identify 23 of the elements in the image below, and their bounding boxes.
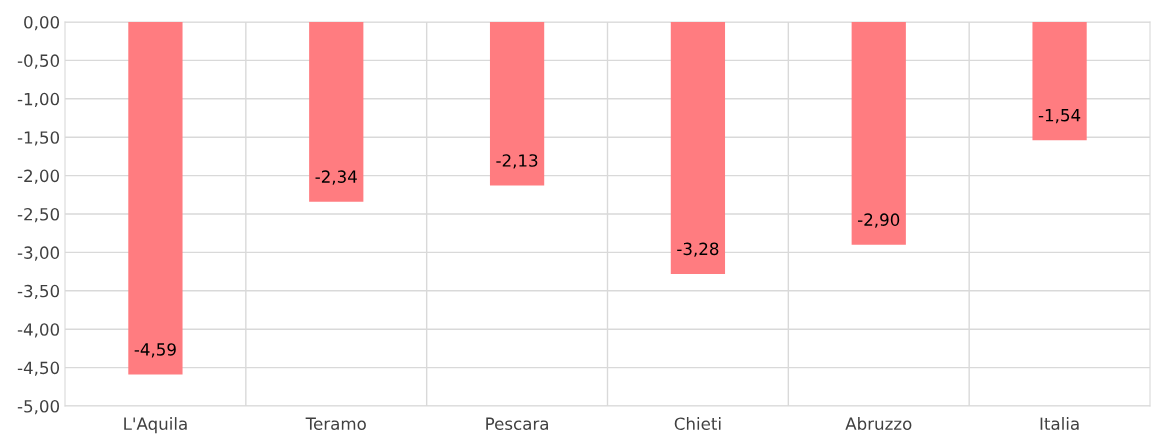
y-tick-label: -5,00 [17, 399, 60, 415]
x-tick-label: Chieti [674, 417, 721, 431]
x-tick-label: Abruzzo [845, 417, 912, 431]
y-tick-label: -1,50 [17, 131, 60, 146]
y-tick-label: -3,50 [17, 284, 60, 300]
x-tick-label: Italia [1040, 417, 1079, 431]
y-tick-label: 0,00 [24, 15, 60, 31]
x-tick-label: Teramo [305, 417, 366, 431]
x-tick-label: Pescara [486, 417, 548, 431]
y-tick-label: -3,00 [17, 246, 60, 261]
x-tick-label: L'Aquila [124, 417, 187, 434]
y-tick-label: -2,50 [17, 207, 60, 223]
data-label: -2,34 [315, 170, 357, 185]
y-tick-label: -4,50 [17, 361, 60, 376]
y-tick-label: -1,00 [17, 92, 60, 108]
y-tick-label: -0,50 [17, 54, 60, 69]
data-label: -2,90 [858, 213, 900, 228]
data-label: -1,54 [1038, 109, 1081, 124]
data-label: -3,28 [677, 242, 719, 257]
y-tick-label: -4,00 [17, 323, 60, 338]
data-label: -4,59 [134, 343, 176, 358]
data-label: -2,13 [496, 154, 538, 169]
y-tick-label: -2,00 [17, 169, 60, 184]
